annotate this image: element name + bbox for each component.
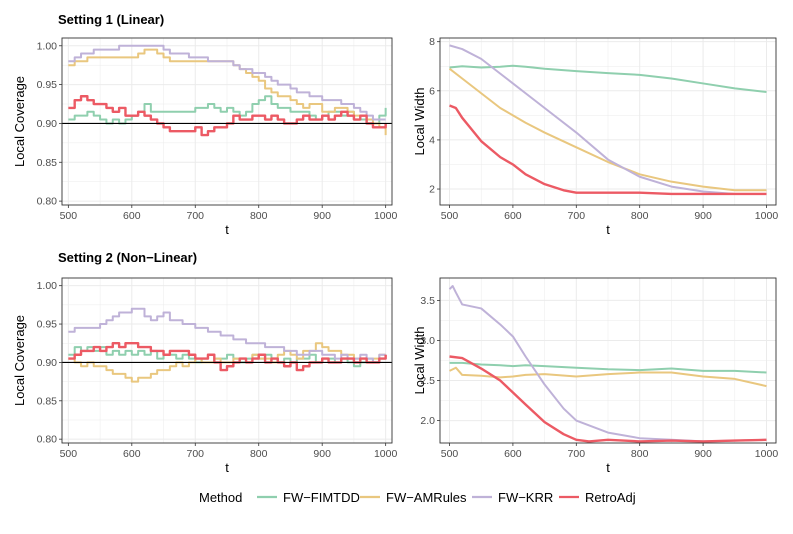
x-tick-label: 900 [313, 448, 331, 460]
x-tick-label: 900 [694, 210, 712, 222]
plot-setting2-local-coverage: 500 600 700 800 900 1000 0.80 0.85 0.90 0.95 1.00 t… [12, 277, 398, 475]
section-title-setting-2: Setting 2 (Non−Linear) [58, 250, 197, 265]
x-tick-label: 1000 [755, 448, 779, 460]
series-line-fw-fimtdd [449, 64, 767, 94]
x-tick-label: 600 [123, 448, 141, 460]
legend-label-fw-amrules: FW−AMRules [386, 490, 467, 505]
x-tick-label: 700 [187, 448, 205, 460]
x-tick-label: 600 [504, 210, 522, 222]
x-tick-label: 1000 [374, 210, 398, 222]
x-tick-label: 800 [631, 448, 649, 460]
y-tick-label: 0.85 [37, 157, 58, 169]
series-line-retroadj [449, 104, 767, 196]
panel-border [61, 37, 393, 206]
y-axis-title: Local Width [412, 88, 427, 156]
x-tick-label: 800 [631, 210, 649, 222]
y-tick-label: 0.90 [37, 118, 58, 130]
y-axis-title: Local Coverage [12, 315, 27, 406]
x-tick-label: 700 [187, 210, 205, 222]
legend-entry-retroadj: RetroAdj [559, 490, 636, 505]
y-tick-label: 8 [429, 36, 435, 48]
x-tick-label: 1000 [374, 448, 398, 460]
y-tick-label: 2 [429, 184, 435, 196]
legend-label-fw-krr: FW−KRR [498, 490, 553, 505]
y-tick-label: 0.95 [37, 319, 58, 331]
legend: Method FW−FIMTDD FW−AMRules FW−KRR Retro… [199, 490, 636, 505]
x-tick-label: 700 [568, 210, 586, 222]
plot-setting2-local-width: 500 600 700 800 900 1000 2.0 2.5 3.0 3.5 t Local Wi… [412, 277, 779, 475]
y-tick-label: 0.95 [37, 79, 58, 91]
legend-entry-fw-fimtdd: FW−FIMTDD [257, 490, 360, 505]
legend-entry-fw-krr: FW−KRR [472, 490, 553, 505]
y-tick-label: 0.80 [37, 196, 58, 208]
panel-border [61, 277, 393, 444]
x-axis-title: t [606, 222, 610, 237]
panel-border [439, 277, 777, 444]
x-tick-label: 500 [60, 448, 78, 460]
plot-setting1-local-width: 500 600 700 800 900 1000 2 4 6 8 t Local Width [412, 36, 778, 237]
y-tick-label: 3.5 [420, 295, 435, 307]
y-tick-label: 0.80 [37, 434, 58, 446]
y-axis-title: Local Coverage [12, 76, 27, 167]
legend-label-retroadj: RetroAdj [585, 490, 636, 505]
y-tick-label: 3.0 [420, 335, 435, 347]
y-tick-label: 4 [429, 134, 435, 146]
y-tick-label: 1.00 [37, 40, 58, 52]
y-tick-label: 0.90 [37, 357, 58, 369]
x-tick-label: 600 [504, 448, 522, 460]
x-tick-label: 700 [568, 448, 586, 460]
x-tick-label: 500 [60, 210, 78, 222]
x-tick-label: 900 [694, 448, 712, 460]
legend-label-fw-fimtdd: FW−FIMTDD [283, 490, 360, 505]
legend-entry-fw-amrules: FW−AMRules [360, 490, 467, 505]
x-axis-title: t [225, 460, 229, 475]
legend-title: Method [199, 490, 242, 505]
series-line-fw-amrules [448, 67, 767, 192]
plot-setting1-local-coverage: 500 600 700 800 900 1000 0.80 0.85 0.90 0.95 1.00 t… [12, 37, 398, 237]
x-axis-title: t [606, 460, 610, 475]
x-axis-title: t [225, 222, 229, 237]
panel-border [439, 37, 777, 206]
x-tick-label: 800 [250, 448, 268, 460]
y-tick-label: 2.0 [420, 415, 435, 427]
x-tick-label: 800 [250, 210, 268, 222]
series-line-fw-krr [449, 44, 767, 195]
x-tick-label: 1000 [755, 210, 779, 222]
y-tick-label: 0.85 [37, 395, 58, 407]
section-title-setting-1: Setting 1 (Linear) [58, 12, 164, 27]
x-tick-label: 500 [441, 210, 459, 222]
series-line-fw-fimtdd [449, 361, 767, 374]
series-line-fw-amrules [449, 366, 767, 388]
y-tick-label: 6 [429, 85, 435, 97]
y-tick-label: 2.5 [420, 375, 435, 387]
series-line-fw-amrules [68, 48, 387, 136]
y-tick-label: 1.00 [37, 280, 58, 292]
series-line-retroadj [449, 355, 767, 443]
y-axis-title: Local Width [412, 327, 427, 395]
x-tick-label: 900 [313, 210, 331, 222]
series-line-fw-krr [68, 44, 386, 121]
x-tick-label: 600 [123, 210, 141, 222]
x-tick-label: 500 [441, 448, 459, 460]
